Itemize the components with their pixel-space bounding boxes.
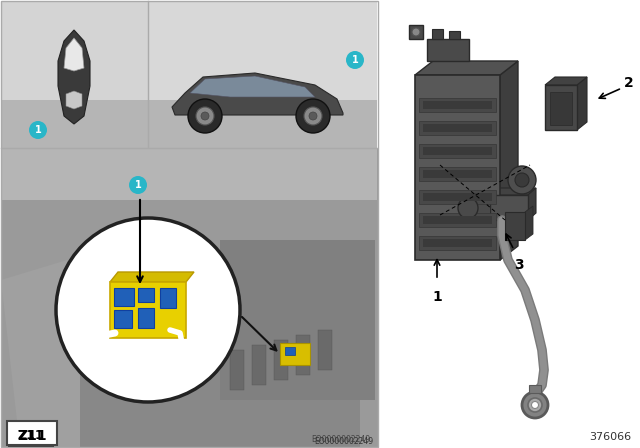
Polygon shape [432, 29, 443, 39]
Circle shape [531, 401, 538, 409]
Text: Z11: Z11 [18, 428, 44, 441]
Bar [423, 170, 492, 178]
Bar [423, 216, 492, 224]
Polygon shape [190, 76, 315, 97]
Circle shape [522, 392, 548, 418]
Bar [220, 240, 375, 400]
Polygon shape [58, 30, 90, 124]
Polygon shape [500, 61, 518, 260]
Polygon shape [1, 250, 100, 447]
Bar [114, 288, 134, 306]
Bar [114, 310, 132, 328]
Circle shape [201, 112, 209, 120]
Circle shape [29, 121, 47, 139]
Polygon shape [110, 272, 194, 282]
Bar [419, 236, 496, 250]
Text: EO0000002249: EO0000002249 [311, 435, 370, 444]
Bar [545, 85, 577, 130]
Bar [427, 39, 469, 61]
Bar [419, 167, 496, 181]
Polygon shape [64, 38, 84, 71]
Polygon shape [528, 188, 536, 220]
Circle shape [196, 107, 214, 125]
Bar [1, 1, 148, 147]
Bar [110, 282, 186, 338]
FancyBboxPatch shape [7, 421, 57, 445]
Bar [423, 239, 492, 247]
Bar [529, 385, 541, 393]
Circle shape [346, 51, 364, 69]
Circle shape [188, 99, 222, 133]
Bar [230, 350, 244, 390]
Bar [280, 343, 310, 365]
Bar [274, 340, 288, 380]
Bar [138, 308, 154, 328]
Bar [468, 199, 490, 216]
Bar [415, 75, 500, 260]
Bar [490, 195, 528, 220]
Circle shape [296, 99, 330, 133]
Bar [285, 347, 295, 355]
Bar [505, 212, 525, 240]
Bar [419, 213, 496, 227]
Bar [138, 288, 154, 302]
Bar [252, 345, 266, 385]
FancyBboxPatch shape [9, 424, 53, 446]
Ellipse shape [458, 198, 478, 219]
Text: EO0000002249: EO0000002249 [314, 437, 373, 446]
Polygon shape [415, 61, 518, 75]
Bar [423, 193, 492, 201]
Text: Z11: Z11 [17, 429, 47, 443]
Bar [419, 121, 496, 135]
Bar [318, 330, 332, 370]
Circle shape [515, 173, 529, 187]
Bar [1, 1, 378, 447]
Text: 1: 1 [432, 290, 442, 304]
Circle shape [129, 176, 147, 194]
Bar [80, 367, 360, 447]
Polygon shape [172, 73, 343, 115]
Bar [423, 124, 492, 132]
Text: 3: 3 [514, 258, 524, 272]
Bar [550, 92, 572, 125]
Text: 1: 1 [35, 125, 42, 135]
Bar [419, 98, 496, 112]
Bar [1, 148, 378, 447]
Text: 376066: 376066 [589, 432, 631, 442]
Polygon shape [525, 206, 533, 240]
Bar [409, 25, 423, 39]
Bar [419, 190, 496, 204]
Circle shape [56, 218, 240, 402]
Polygon shape [490, 188, 536, 195]
Bar [423, 101, 492, 109]
Polygon shape [66, 91, 82, 109]
Circle shape [309, 112, 317, 120]
Text: 1: 1 [134, 180, 141, 190]
Bar [423, 147, 492, 155]
Circle shape [528, 398, 542, 412]
Polygon shape [449, 31, 460, 39]
Polygon shape [545, 77, 587, 85]
Bar [419, 144, 496, 158]
Text: 1: 1 [351, 55, 358, 65]
Bar [296, 335, 310, 375]
Circle shape [412, 28, 420, 36]
Polygon shape [577, 77, 587, 130]
Bar [1, 100, 377, 200]
Circle shape [508, 166, 536, 194]
Bar [148, 1, 377, 147]
Bar [160, 288, 176, 308]
Text: 2: 2 [624, 76, 634, 90]
Circle shape [304, 107, 322, 125]
